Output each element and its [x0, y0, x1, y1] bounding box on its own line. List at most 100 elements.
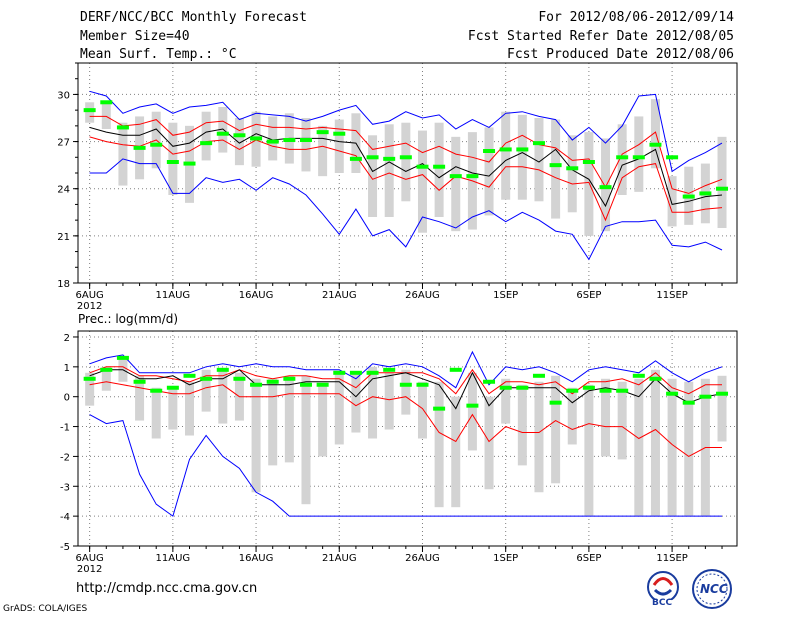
member-range-bar	[417, 130, 427, 233]
observed-marker	[499, 147, 512, 152]
observed-marker	[349, 370, 362, 375]
fcst-started-date: Fcst Started Refer Date 2012/08/05	[467, 29, 734, 44]
observed-marker	[566, 388, 579, 393]
series-line-ensemble-mean	[89, 126, 723, 208]
member-range-bar	[517, 384, 527, 466]
observed-marker	[116, 355, 129, 360]
member-range-bar	[118, 122, 128, 186]
member-range-bar	[467, 372, 477, 451]
x-tick-label: 6SEP	[576, 290, 601, 301]
observed-marker	[266, 379, 279, 384]
observed-marker	[433, 164, 446, 169]
member-range-bar	[401, 369, 411, 415]
x-tick-label: 11SEP	[656, 290, 687, 301]
observed-marker	[449, 174, 462, 179]
observed-marker	[100, 367, 113, 372]
ncc-logo: NCC	[688, 568, 736, 610]
observed-marker	[183, 373, 196, 378]
x-tick-sublabel: 2012	[77, 564, 102, 575]
observed-marker	[216, 367, 229, 372]
x-tick-label: 1SEP	[493, 553, 518, 564]
observed-marker	[716, 186, 729, 191]
member-range-bar	[667, 176, 677, 227]
observed-marker	[233, 376, 246, 381]
y-tick-label: 18	[57, 279, 70, 290]
observed-marker	[216, 131, 229, 136]
member-range-bar	[318, 125, 328, 177]
forecast-period: For 2012/08/06-2012/09/14	[538, 10, 734, 25]
member-range-bar	[634, 378, 644, 517]
member-range-bar	[384, 372, 394, 430]
observed-marker	[483, 149, 496, 153]
member-range-bar	[201, 369, 211, 412]
observed-marker	[166, 160, 179, 164]
member-size-label: Member Size=40	[80, 29, 190, 44]
observed-marker	[366, 370, 379, 375]
member-range-bar	[551, 375, 561, 484]
observed-marker	[616, 388, 629, 393]
x-tick-label: 1SEP	[493, 290, 518, 301]
ncc-logo-text: NCC	[700, 582, 728, 596]
observed-marker	[133, 145, 146, 150]
y-tick-label: 27	[57, 138, 70, 149]
x-tick-label: 16AUG	[239, 290, 274, 301]
x-tick-label: 21AUG	[322, 553, 357, 564]
member-range-bar	[667, 378, 677, 517]
y-tick-label: -2	[60, 452, 70, 463]
observed-marker	[582, 385, 595, 390]
x-tick-label: 6AUG	[76, 553, 104, 564]
observed-marker	[649, 142, 662, 147]
observed-marker	[100, 100, 113, 105]
bcc-logo-text: BCC	[652, 598, 673, 608]
observed-marker	[299, 138, 312, 142]
observed-marker	[333, 131, 346, 136]
y-tick-label: 24	[57, 185, 70, 196]
observed-marker	[266, 139, 279, 144]
member-range-bar	[617, 124, 627, 195]
member-range-bar	[601, 378, 611, 457]
series-line-min	[89, 158, 723, 261]
member-range-bar	[434, 122, 444, 217]
observed-marker	[549, 163, 562, 168]
y-tick-label: -3	[60, 482, 70, 493]
member-range-bar	[384, 124, 394, 217]
member-range-bar	[284, 375, 294, 463]
member-range-bar	[534, 118, 544, 202]
observed-marker	[649, 376, 662, 381]
member-range-bar	[650, 369, 660, 517]
member-range-bar	[484, 396, 494, 490]
variable-label: Mean Surf. Temp.: °C	[80, 47, 237, 62]
source-url[interactable]: http://cmdp.ncc.cma.gov.cn	[76, 581, 258, 596]
observed-marker	[316, 382, 329, 387]
observed-marker	[366, 155, 379, 160]
observed-marker	[416, 164, 429, 169]
observed-marker	[349, 156, 362, 161]
member-range-bar	[334, 372, 344, 445]
observed-marker	[183, 161, 196, 166]
observed-marker	[116, 125, 129, 130]
member-range-bar	[417, 381, 427, 439]
member-range-bar	[334, 119, 344, 173]
chart-title: DERF/NCC/BCC Monthly Forecast	[80, 10, 307, 25]
observed-marker	[582, 160, 595, 164]
member-range-bar	[584, 132, 594, 236]
observed-marker	[483, 379, 496, 384]
observed-marker	[150, 388, 163, 393]
observed-marker	[699, 191, 712, 196]
y-tick-label: 30	[57, 90, 70, 101]
member-range-bar	[168, 387, 178, 430]
observed-marker	[316, 130, 329, 135]
y-tick-label: 1	[64, 363, 70, 374]
member-range-bar	[151, 387, 161, 439]
member-range-bar	[684, 381, 694, 517]
x-tick-label: 11AUG	[156, 553, 191, 564]
observed-marker	[599, 185, 612, 190]
observed-marker	[399, 155, 412, 160]
member-range-bar	[434, 381, 444, 508]
member-range-bar	[101, 366, 111, 391]
member-range-bar	[534, 381, 544, 493]
series-line-max	[89, 90, 723, 173]
